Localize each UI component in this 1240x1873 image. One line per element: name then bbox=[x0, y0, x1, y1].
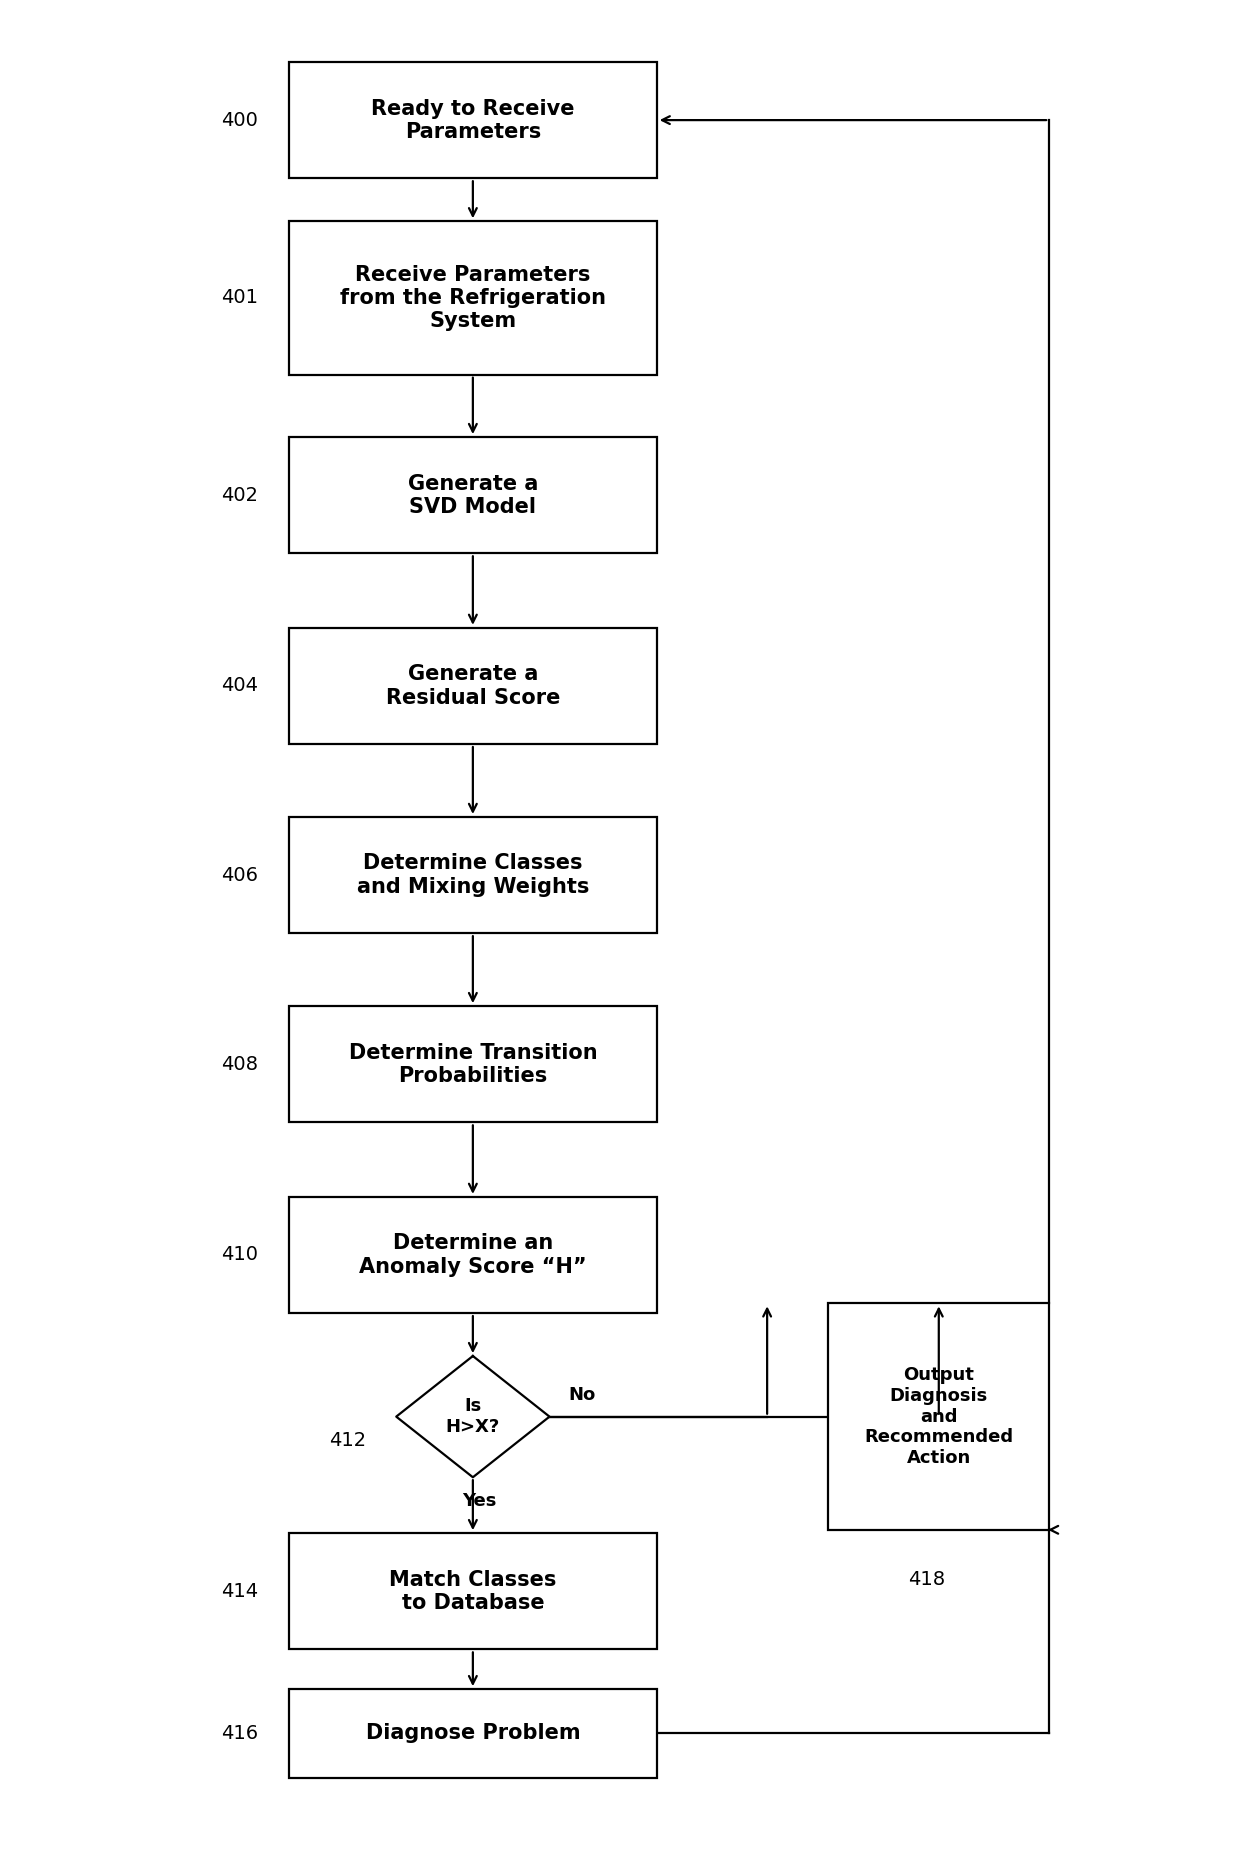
Text: 400: 400 bbox=[222, 111, 258, 129]
Text: Determine an
Anomaly Score “H”: Determine an Anomaly Score “H” bbox=[360, 1234, 587, 1277]
FancyBboxPatch shape bbox=[289, 817, 657, 933]
Text: Diagnose Problem: Diagnose Problem bbox=[366, 1723, 580, 1744]
Text: 412: 412 bbox=[329, 1431, 366, 1450]
Text: 401: 401 bbox=[222, 288, 258, 307]
Text: No: No bbox=[568, 1386, 595, 1405]
FancyBboxPatch shape bbox=[289, 627, 657, 744]
Text: Match Classes
to Database: Match Classes to Database bbox=[389, 1570, 557, 1613]
Text: 408: 408 bbox=[222, 1054, 258, 1073]
Text: 416: 416 bbox=[222, 1723, 259, 1744]
Text: 410: 410 bbox=[222, 1246, 258, 1264]
FancyBboxPatch shape bbox=[289, 62, 657, 178]
Text: 406: 406 bbox=[222, 865, 258, 884]
Text: Generate a
SVD Model: Generate a SVD Model bbox=[408, 474, 538, 517]
Text: Determine Classes
and Mixing Weights: Determine Classes and Mixing Weights bbox=[357, 854, 589, 897]
FancyBboxPatch shape bbox=[289, 436, 657, 553]
Text: Receive Parameters
from the Refrigeration
System: Receive Parameters from the Refrigeratio… bbox=[340, 264, 606, 332]
Text: Generate a
Residual Score: Generate a Residual Score bbox=[386, 665, 560, 708]
Text: Yes: Yes bbox=[461, 1493, 496, 1510]
Text: Output
Diagnosis
and
Recommended
Action: Output Diagnosis and Recommended Action bbox=[864, 1365, 1013, 1467]
FancyBboxPatch shape bbox=[289, 1006, 657, 1122]
FancyBboxPatch shape bbox=[828, 1304, 1049, 1530]
Text: 402: 402 bbox=[222, 485, 258, 504]
Text: Determine Transition
Probabilities: Determine Transition Probabilities bbox=[348, 1043, 598, 1086]
Text: Is
H>X?: Is H>X? bbox=[445, 1397, 500, 1437]
Text: 418: 418 bbox=[908, 1570, 945, 1588]
FancyBboxPatch shape bbox=[289, 221, 657, 375]
FancyBboxPatch shape bbox=[289, 1689, 657, 1777]
Text: 404: 404 bbox=[222, 676, 258, 695]
Text: Ready to Receive
Parameters: Ready to Receive Parameters bbox=[371, 99, 574, 142]
FancyBboxPatch shape bbox=[289, 1532, 657, 1650]
FancyBboxPatch shape bbox=[289, 1197, 657, 1313]
Text: 414: 414 bbox=[222, 1581, 259, 1601]
Polygon shape bbox=[397, 1356, 549, 1478]
